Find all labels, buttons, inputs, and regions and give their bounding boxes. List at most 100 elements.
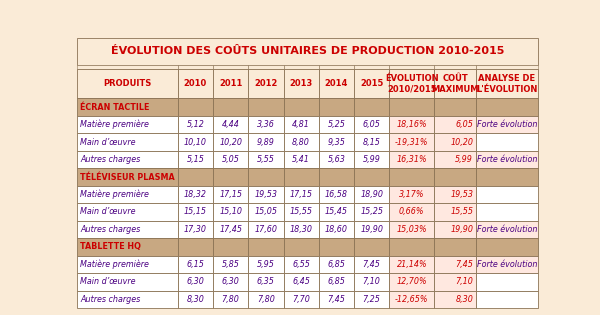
- Text: ÉVOLUTION
2010/2015: ÉVOLUTION 2010/2015: [385, 74, 439, 94]
- Polygon shape: [213, 238, 248, 255]
- Polygon shape: [284, 133, 319, 151]
- Polygon shape: [248, 221, 284, 238]
- Polygon shape: [434, 168, 476, 186]
- Polygon shape: [248, 116, 284, 133]
- Text: 5,05: 5,05: [221, 155, 239, 164]
- Text: 8,15: 8,15: [363, 138, 380, 146]
- Text: ÉVOLUTION DES COÛTS UNITAIRES DE PRODUCTION 2010-2015: ÉVOLUTION DES COÛTS UNITAIRES DE PRODUCT…: [111, 46, 504, 56]
- Text: 15,25: 15,25: [360, 208, 383, 216]
- Polygon shape: [319, 116, 354, 133]
- Polygon shape: [354, 273, 389, 290]
- Polygon shape: [319, 133, 354, 151]
- Polygon shape: [389, 168, 434, 186]
- Polygon shape: [476, 116, 538, 133]
- Polygon shape: [319, 98, 354, 116]
- Polygon shape: [434, 238, 476, 255]
- Text: 5,63: 5,63: [328, 155, 346, 164]
- Polygon shape: [248, 168, 284, 186]
- Polygon shape: [476, 168, 538, 186]
- Text: 4,44: 4,44: [221, 120, 239, 129]
- Polygon shape: [77, 203, 178, 221]
- Text: PRODUITS: PRODUITS: [103, 79, 152, 89]
- Polygon shape: [319, 290, 354, 308]
- Text: 7,80: 7,80: [257, 295, 275, 304]
- Polygon shape: [213, 116, 248, 133]
- Text: 5,99: 5,99: [455, 155, 473, 164]
- Polygon shape: [319, 151, 354, 168]
- Text: Main d’œuvre: Main d’œuvre: [80, 277, 136, 286]
- Text: 6,30: 6,30: [187, 277, 204, 286]
- Polygon shape: [77, 238, 178, 255]
- Polygon shape: [248, 151, 284, 168]
- Text: 6,05: 6,05: [455, 120, 473, 129]
- Polygon shape: [77, 38, 538, 65]
- Polygon shape: [476, 98, 538, 116]
- Polygon shape: [354, 203, 389, 221]
- Polygon shape: [178, 238, 213, 255]
- Text: 6,15: 6,15: [187, 260, 204, 269]
- Text: Matière première: Matière première: [80, 120, 149, 129]
- Polygon shape: [354, 151, 389, 168]
- Text: 5,55: 5,55: [257, 155, 275, 164]
- Text: 18,16%: 18,16%: [397, 120, 427, 129]
- Text: 8,80: 8,80: [292, 138, 310, 146]
- Polygon shape: [354, 98, 389, 116]
- Text: 6,85: 6,85: [328, 277, 346, 286]
- Polygon shape: [178, 273, 213, 290]
- Text: 6,35: 6,35: [257, 277, 275, 286]
- Polygon shape: [319, 203, 354, 221]
- Text: 15,10: 15,10: [219, 208, 242, 216]
- Polygon shape: [213, 186, 248, 203]
- Polygon shape: [248, 98, 284, 116]
- Polygon shape: [248, 186, 284, 203]
- Text: Forte évolution: Forte évolution: [476, 260, 537, 269]
- Polygon shape: [178, 203, 213, 221]
- Polygon shape: [434, 203, 476, 221]
- Polygon shape: [354, 255, 389, 273]
- Text: 17,15: 17,15: [219, 190, 242, 199]
- Text: -19,31%: -19,31%: [395, 138, 428, 146]
- Text: ANALYSE DE
L'ÉVOLUTION: ANALYSE DE L'ÉVOLUTION: [476, 74, 538, 94]
- Text: 2013: 2013: [290, 79, 313, 89]
- Polygon shape: [389, 151, 434, 168]
- Polygon shape: [77, 255, 178, 273]
- Polygon shape: [319, 238, 354, 255]
- Text: 16,58: 16,58: [325, 190, 348, 199]
- Polygon shape: [389, 98, 434, 116]
- Polygon shape: [434, 186, 476, 203]
- Polygon shape: [476, 221, 538, 238]
- Polygon shape: [434, 221, 476, 238]
- Polygon shape: [178, 65, 213, 69]
- Polygon shape: [77, 69, 178, 98]
- Text: 17,60: 17,60: [254, 225, 277, 234]
- Text: 5,41: 5,41: [292, 155, 310, 164]
- Polygon shape: [476, 151, 538, 168]
- Text: TABLETTE HQ: TABLETTE HQ: [80, 242, 141, 251]
- Text: 10,20: 10,20: [219, 138, 242, 146]
- Text: 15,55: 15,55: [290, 208, 313, 216]
- Text: 5,15: 5,15: [187, 155, 204, 164]
- Polygon shape: [389, 116, 434, 133]
- Text: 16,31%: 16,31%: [397, 155, 427, 164]
- Polygon shape: [178, 290, 213, 308]
- Polygon shape: [77, 116, 178, 133]
- Text: Main d’œuvre: Main d’œuvre: [80, 208, 136, 216]
- Text: Autres charges: Autres charges: [80, 225, 140, 234]
- Text: 19,90: 19,90: [360, 225, 383, 234]
- Text: 15,05: 15,05: [254, 208, 277, 216]
- Text: 18,30: 18,30: [290, 225, 313, 234]
- Text: 8,30: 8,30: [187, 295, 204, 304]
- Polygon shape: [213, 168, 248, 186]
- Text: 5,12: 5,12: [187, 120, 204, 129]
- Polygon shape: [284, 116, 319, 133]
- Polygon shape: [354, 69, 389, 98]
- Polygon shape: [476, 290, 538, 308]
- Polygon shape: [476, 273, 538, 290]
- Polygon shape: [178, 116, 213, 133]
- Text: Forte évolution: Forte évolution: [476, 225, 537, 234]
- Polygon shape: [389, 186, 434, 203]
- Polygon shape: [434, 151, 476, 168]
- Text: 2010: 2010: [184, 79, 207, 89]
- Text: TÉLÉVISEUR PLASMA: TÉLÉVISEUR PLASMA: [80, 173, 175, 181]
- Polygon shape: [354, 133, 389, 151]
